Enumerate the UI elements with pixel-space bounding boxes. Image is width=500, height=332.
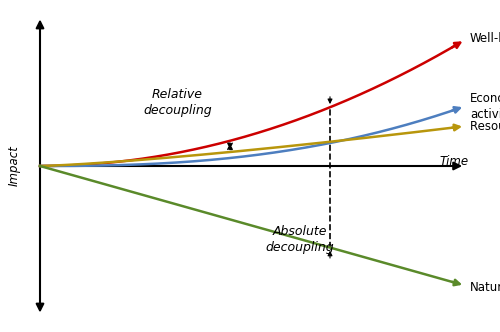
- Text: Time: Time: [440, 154, 469, 168]
- Text: Economic
activity: Economic activity: [470, 92, 500, 121]
- Text: Absolute
decoupling: Absolute decoupling: [266, 224, 334, 254]
- Text: Well-being: Well-being: [470, 32, 500, 45]
- Text: Resource use: Resource use: [470, 120, 500, 133]
- Text: Nature: Nature: [470, 281, 500, 294]
- Text: Relative
decoupling: Relative decoupling: [143, 88, 212, 118]
- Text: Impact: Impact: [8, 145, 20, 187]
